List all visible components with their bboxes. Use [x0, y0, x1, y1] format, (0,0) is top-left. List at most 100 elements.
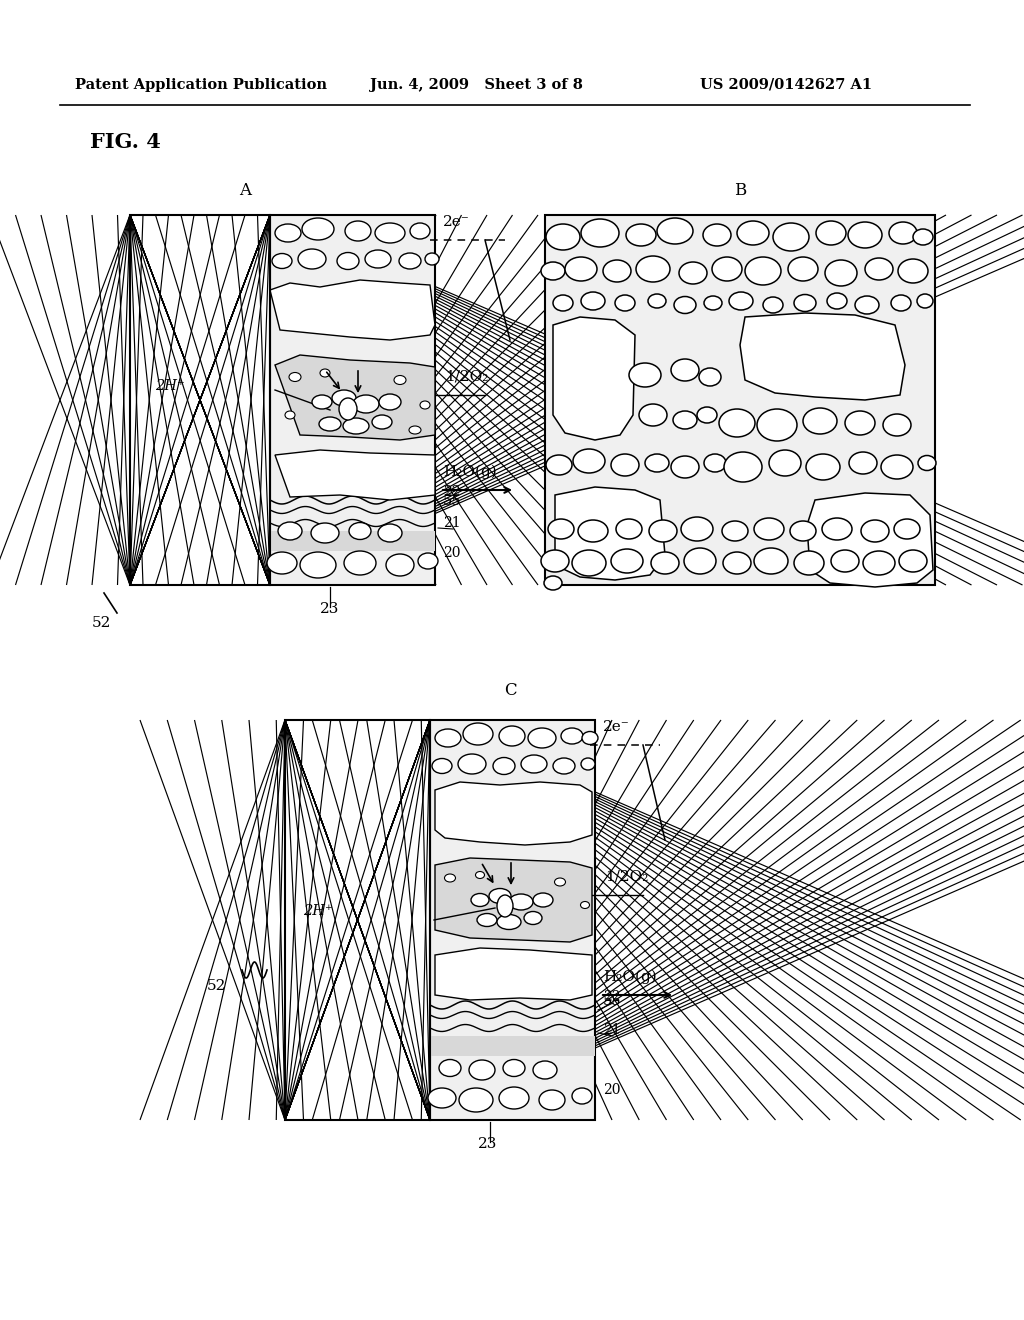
Ellipse shape: [497, 895, 513, 917]
Text: H₂O(g): H₂O(g): [443, 465, 497, 479]
Ellipse shape: [534, 894, 553, 907]
Text: 2e⁻: 2e⁻: [443, 215, 470, 228]
Ellipse shape: [673, 411, 697, 429]
Ellipse shape: [425, 253, 439, 265]
Ellipse shape: [546, 224, 580, 249]
Ellipse shape: [493, 758, 515, 775]
Ellipse shape: [790, 521, 816, 541]
Ellipse shape: [649, 520, 677, 543]
Bar: [270, 531, 435, 550]
Ellipse shape: [794, 294, 816, 312]
Ellipse shape: [849, 451, 877, 474]
Ellipse shape: [865, 257, 893, 280]
Ellipse shape: [332, 389, 356, 407]
Ellipse shape: [636, 256, 670, 282]
Ellipse shape: [272, 253, 292, 268]
Ellipse shape: [375, 223, 406, 243]
Ellipse shape: [788, 257, 818, 281]
Ellipse shape: [737, 220, 769, 246]
Ellipse shape: [899, 550, 927, 572]
Polygon shape: [740, 313, 905, 400]
Ellipse shape: [722, 521, 748, 541]
Text: H₂O(g): H₂O(g): [603, 970, 656, 983]
Ellipse shape: [439, 1060, 461, 1077]
Text: 1/2O₂: 1/2O₂: [605, 869, 648, 883]
Ellipse shape: [881, 455, 913, 479]
Ellipse shape: [399, 253, 421, 269]
Ellipse shape: [469, 1060, 495, 1080]
Ellipse shape: [822, 517, 852, 540]
Text: B: B: [734, 182, 746, 199]
Ellipse shape: [278, 521, 302, 540]
Bar: [545, 215, 935, 585]
Bar: [130, 215, 270, 585]
Ellipse shape: [697, 407, 717, 422]
Ellipse shape: [345, 220, 371, 242]
Ellipse shape: [679, 261, 707, 284]
Ellipse shape: [311, 523, 339, 543]
Ellipse shape: [615, 294, 635, 312]
Ellipse shape: [339, 399, 357, 420]
Ellipse shape: [572, 550, 606, 576]
Polygon shape: [270, 280, 435, 341]
Ellipse shape: [548, 519, 574, 539]
Text: 20: 20: [443, 546, 461, 560]
Ellipse shape: [267, 552, 297, 574]
Ellipse shape: [723, 552, 751, 574]
Ellipse shape: [463, 723, 493, 744]
Polygon shape: [555, 487, 665, 579]
Ellipse shape: [546, 455, 572, 475]
Ellipse shape: [458, 754, 486, 774]
Ellipse shape: [603, 260, 631, 282]
Text: 22: 22: [443, 484, 461, 499]
Ellipse shape: [745, 257, 781, 285]
Text: FIG. 4: FIG. 4: [90, 132, 161, 152]
Text: 23: 23: [319, 602, 339, 616]
Ellipse shape: [763, 297, 783, 313]
Text: US 2009/0142627 A1: US 2009/0142627 A1: [700, 78, 872, 92]
Text: 22: 22: [603, 990, 621, 1005]
Ellipse shape: [729, 292, 753, 310]
Ellipse shape: [827, 293, 847, 309]
Text: 2e⁻: 2e⁻: [603, 719, 630, 734]
Ellipse shape: [861, 520, 889, 543]
Ellipse shape: [503, 1060, 525, 1077]
Ellipse shape: [302, 218, 334, 240]
Ellipse shape: [699, 368, 721, 385]
Ellipse shape: [475, 871, 484, 879]
Ellipse shape: [420, 401, 430, 409]
Ellipse shape: [754, 548, 788, 574]
Ellipse shape: [754, 517, 784, 540]
Ellipse shape: [379, 393, 401, 411]
Ellipse shape: [499, 1086, 529, 1109]
Ellipse shape: [499, 726, 525, 746]
Polygon shape: [435, 948, 592, 1001]
Text: 20: 20: [603, 1082, 621, 1097]
Ellipse shape: [300, 552, 336, 578]
Ellipse shape: [353, 395, 379, 413]
Ellipse shape: [671, 359, 699, 381]
Ellipse shape: [541, 550, 569, 572]
Polygon shape: [275, 450, 435, 500]
Ellipse shape: [581, 219, 618, 247]
Ellipse shape: [757, 409, 797, 441]
Ellipse shape: [539, 1090, 565, 1110]
Ellipse shape: [497, 915, 521, 929]
Ellipse shape: [883, 414, 911, 436]
Ellipse shape: [275, 224, 301, 242]
Ellipse shape: [611, 454, 639, 477]
Ellipse shape: [651, 552, 679, 574]
Ellipse shape: [712, 257, 742, 281]
Ellipse shape: [337, 252, 359, 269]
Ellipse shape: [806, 454, 840, 480]
Ellipse shape: [724, 451, 762, 482]
Text: 55: 55: [603, 994, 622, 1008]
Ellipse shape: [432, 759, 452, 774]
Text: 52: 52: [207, 979, 226, 993]
Ellipse shape: [524, 912, 542, 924]
Text: 52: 52: [92, 616, 112, 630]
Polygon shape: [435, 858, 592, 942]
Ellipse shape: [848, 222, 882, 248]
Ellipse shape: [629, 363, 662, 387]
Ellipse shape: [572, 1088, 592, 1104]
